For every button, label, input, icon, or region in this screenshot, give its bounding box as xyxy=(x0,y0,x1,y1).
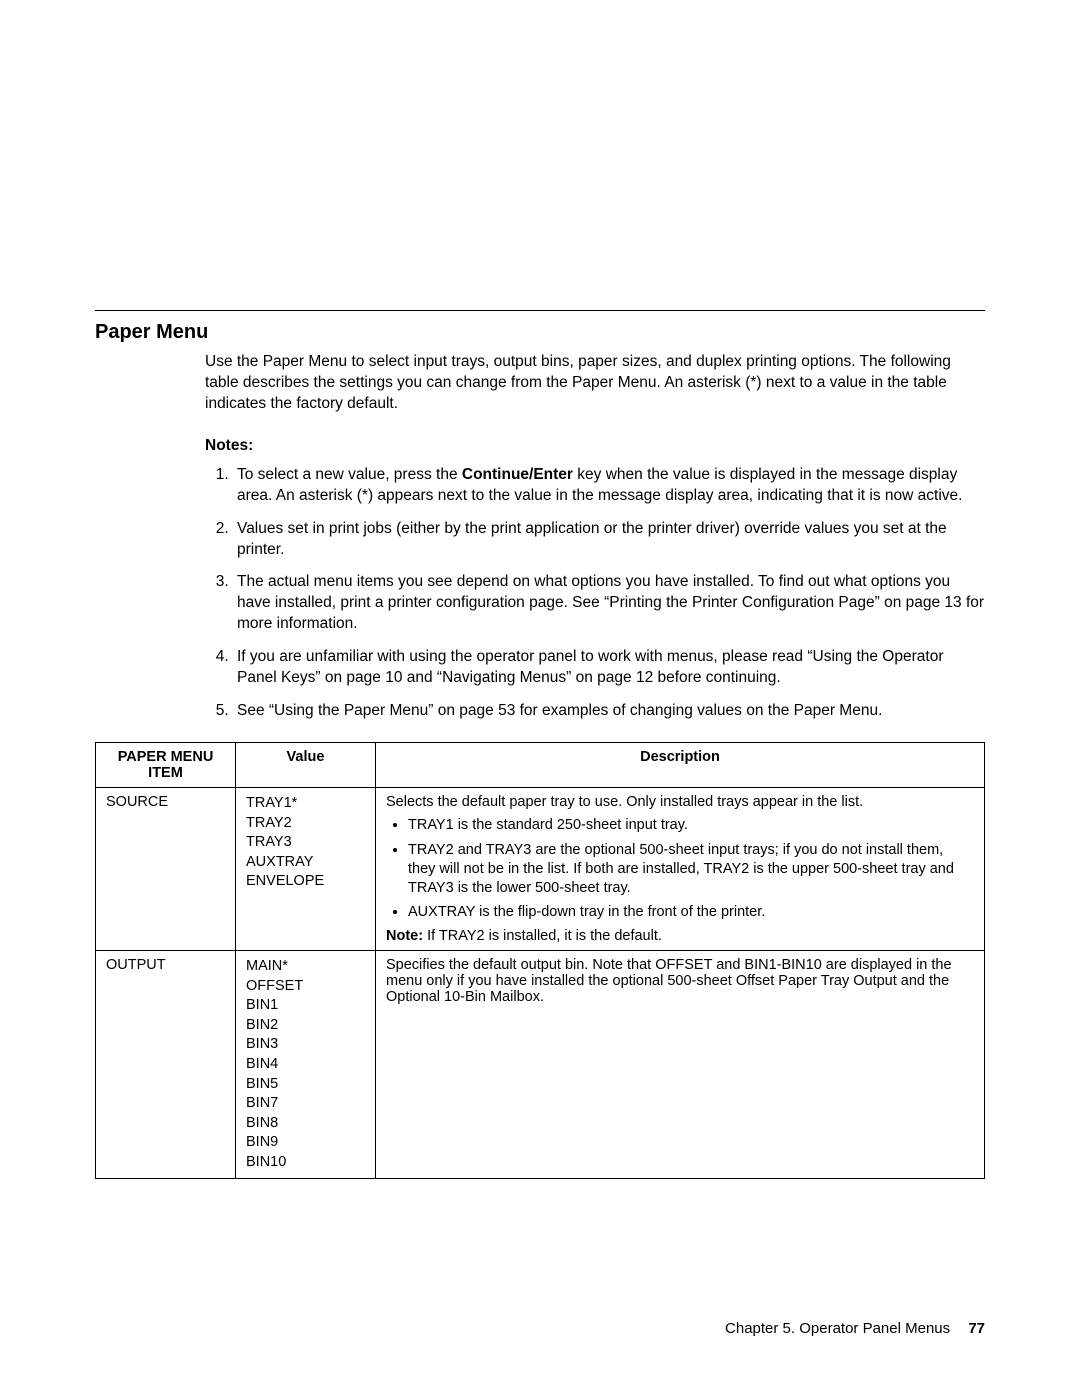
note-item: See “Using the Paper Menu” on page 53 fo… xyxy=(233,701,985,722)
value-option: OFFSET xyxy=(246,977,365,997)
footer-chapter: Chapter 5. Operator Panel Menus xyxy=(725,1320,950,1337)
value-option: BIN8 xyxy=(246,1114,365,1134)
note-item: Values set in print jobs (either by the … xyxy=(233,519,985,561)
value-option: TRAY3 xyxy=(246,833,365,853)
value-list: TRAY1* TRAY2 TRAY3 AUXTRAY ENVELOPE xyxy=(246,794,365,892)
value-option: BIN5 xyxy=(246,1075,365,1095)
continue-enter-key: Continue/Enter xyxy=(462,466,573,483)
desc-note: Note: If TRAY2 is installed, it is the d… xyxy=(386,928,974,944)
note-item: The actual menu items you see depend on … xyxy=(233,572,985,635)
table-row: OUTPUT MAIN* OFFSET BIN1 BIN2 BIN3 BIN4 … xyxy=(96,951,985,1179)
paper-menu-table: PAPER MENU ITEM Value Description SOURCE… xyxy=(95,742,985,1179)
col-header-value: Value xyxy=(236,742,376,787)
footer-page-number: 77 xyxy=(968,1320,985,1337)
section-rule xyxy=(95,310,985,311)
col-header-item: PAPER MENU ITEM xyxy=(96,742,236,787)
note-text: To select a new value, press the xyxy=(237,466,462,483)
table-header-row: PAPER MENU ITEM Value Description xyxy=(96,742,985,787)
value-option: MAIN* xyxy=(246,957,365,977)
desc-bullets: TRAY1 is the standard 250-sheet input tr… xyxy=(386,816,974,922)
note-label: Note: xyxy=(386,928,423,944)
notes-label: Notes: xyxy=(205,437,985,455)
section-title: Paper Menu xyxy=(95,321,985,344)
value-option: BIN7 xyxy=(246,1094,365,1114)
value-option: BIN10 xyxy=(246,1153,365,1173)
notes-list: To select a new value, press the Continu… xyxy=(205,465,985,722)
cell-value: MAIN* OFFSET BIN1 BIN2 BIN3 BIN4 BIN5 BI… xyxy=(236,951,376,1179)
value-option: TRAY2 xyxy=(246,814,365,834)
intro-paragraph: Use the Paper Menu to select input trays… xyxy=(205,352,985,415)
value-option: BIN4 xyxy=(246,1055,365,1075)
cell-value: TRAY1* TRAY2 TRAY3 AUXTRAY ENVELOPE xyxy=(236,787,376,950)
cell-item: OUTPUT xyxy=(96,951,236,1179)
page-footer: Chapter 5. Operator Panel Menus 77 xyxy=(725,1320,985,1337)
note-text: If TRAY2 is installed, it is the default… xyxy=(423,928,662,944)
cell-description: Selects the default paper tray to use. O… xyxy=(376,787,985,950)
note-item: If you are unfamiliar with using the ope… xyxy=(233,647,985,689)
desc-bullet: TRAY1 is the standard 250-sheet input tr… xyxy=(408,816,974,835)
cell-description: Specifies the default output bin. Note t… xyxy=(376,951,985,1179)
value-list: MAIN* OFFSET BIN1 BIN2 BIN3 BIN4 BIN5 BI… xyxy=(246,957,365,1172)
value-option: BIN2 xyxy=(246,1016,365,1036)
note-item: To select a new value, press the Continu… xyxy=(233,465,985,507)
desc-bullet: TRAY2 and TRAY3 are the optional 500-she… xyxy=(408,841,974,898)
cell-item: SOURCE xyxy=(96,787,236,950)
value-option: TRAY1* xyxy=(246,794,365,814)
col-header-description: Description xyxy=(376,742,985,787)
value-option: BIN1 xyxy=(246,996,365,1016)
desc-bullet: AUXTRAY is the flip-down tray in the fro… xyxy=(408,903,974,922)
value-option: AUXTRAY xyxy=(246,853,365,873)
value-option: BIN9 xyxy=(246,1133,365,1153)
value-option: ENVELOPE xyxy=(246,872,365,892)
value-option: BIN3 xyxy=(246,1035,365,1055)
document-page: Paper Menu Use the Paper Menu to select … xyxy=(0,0,1080,1397)
table-row: SOURCE TRAY1* TRAY2 TRAY3 AUXTRAY ENVELO… xyxy=(96,787,985,950)
desc-intro: Selects the default paper tray to use. O… xyxy=(386,794,974,810)
